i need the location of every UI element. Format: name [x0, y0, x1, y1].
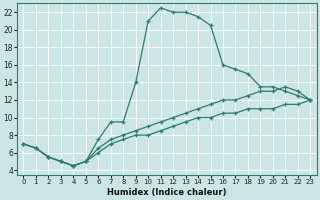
X-axis label: Humidex (Indice chaleur): Humidex (Indice chaleur): [107, 188, 227, 197]
